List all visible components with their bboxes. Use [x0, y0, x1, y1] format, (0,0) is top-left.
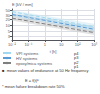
svg-text:10: 10 — [59, 42, 64, 47]
svg-text:30: 30 — [6, 13, 11, 18]
svg-text:HV systems: HV systems — [16, 55, 38, 61]
svg-text:p2: p2 — [74, 59, 79, 65]
svg-text:10: 10 — [6, 23, 11, 28]
svg-text:■ mean values of endurance at: ■ mean values of endurance at 50 Hz freq… — [2, 68, 88, 73]
svg-text:50: 50 — [6, 8, 11, 13]
svg-text:p1: p1 — [74, 64, 79, 70]
svg-text:10⁻¹: 10⁻¹ — [24, 42, 33, 47]
svg-text:20: 20 — [5, 16, 10, 22]
svg-text:3: 3 — [8, 34, 11, 39]
svg-text:t [h]: t [h] — [50, 49, 57, 54]
svg-text:p3: p3 — [74, 55, 79, 61]
svg-text:VPI systems: VPI systems — [16, 50, 39, 56]
svg-text:* mean failure breakdown rate: * mean failure breakdown rate 50% — [2, 84, 65, 89]
svg-text:p4: p4 — [74, 50, 79, 56]
svg-text:10⁻²: 10⁻² — [8, 42, 17, 47]
svg-text:5: 5 — [8, 29, 11, 34]
svg-text:epoxy/mica systems: epoxy/mica systems — [16, 61, 52, 66]
svg-text:1: 1 — [44, 42, 47, 47]
svg-text:E [kV / mm]: E [kV / mm] — [12, 2, 33, 7]
svg-text:10²: 10² — [75, 42, 81, 47]
svg-text:E = f(t)ᵃ: E = f(t)ᵃ — [25, 78, 39, 83]
svg-text:10³: 10³ — [91, 42, 97, 47]
